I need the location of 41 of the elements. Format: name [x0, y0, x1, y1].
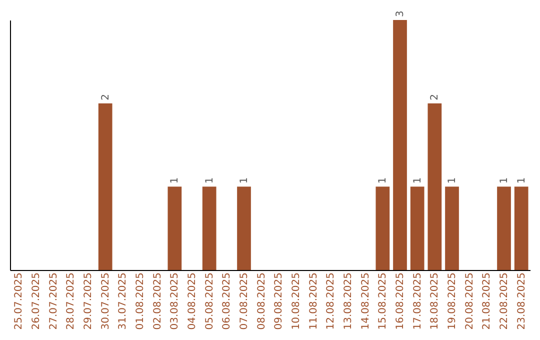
data-label: 1 — [170, 177, 181, 184]
x-tick-label: 12.08.2025 — [326, 272, 337, 330]
x-tick-label: 23.08.2025 — [516, 272, 528, 330]
x-tick-label: 30.07.2025 — [100, 272, 112, 330]
data-label: 1 — [447, 177, 458, 184]
x-tick-label: 29.07.2025 — [83, 272, 94, 330]
data-label: 1 — [516, 177, 528, 184]
x-tick-label: 31.07.2025 — [118, 272, 129, 330]
x-tick-label: 18.08.2025 — [430, 272, 441, 330]
x-tick-label: 10.08.2025 — [291, 272, 302, 330]
x-tick-label: 22.08.2025 — [499, 272, 510, 330]
x-tick-label: 09.08.2025 — [274, 272, 285, 330]
x-tick-label: 26.07.2025 — [31, 272, 42, 330]
x-tick-label: 19.08.2025 — [447, 272, 458, 330]
x-tick-label: 14.08.2025 — [360, 272, 372, 330]
x-tick-label: 25.07.2025 — [14, 272, 25, 330]
x-tick-label: 28.07.2025 — [66, 272, 77, 330]
x-tick-label: 13.08.2025 — [343, 272, 354, 330]
data-label: 1 — [239, 177, 250, 184]
data-label: 3 — [395, 10, 406, 17]
x-tick-label: 06.08.2025 — [222, 272, 233, 330]
x-tick-label: 05.08.2025 — [204, 272, 216, 330]
data-label: 1 — [499, 177, 510, 184]
x-tick-label: 16.08.2025 — [395, 272, 406, 330]
data-label: 1 — [204, 177, 216, 184]
x-tick-label: 02.08.2025 — [152, 272, 164, 330]
x-tick-label: 21.08.2025 — [482, 272, 493, 330]
x-tick-label: 20.08.2025 — [464, 272, 476, 330]
data-label: 1 — [412, 177, 424, 184]
data-label: 2 — [430, 94, 441, 100]
data-label: 2 — [100, 94, 112, 100]
x-tick-label: 07.08.2025 — [239, 272, 250, 330]
x-tick-label: 15.08.2025 — [378, 272, 389, 330]
x-tick-label: 04.08.2025 — [187, 272, 198, 330]
x-tick-label: 08.08.2025 — [256, 272, 268, 330]
data-label: 1 — [378, 177, 389, 184]
x-tick-label: 27.07.2025 — [48, 272, 60, 330]
x-tick-label: 11.08.2025 — [308, 272, 320, 330]
x-tick-label: 17.08.2025 — [412, 272, 424, 330]
x-tick-label: 01.08.2025 — [135, 272, 146, 330]
x-tick-label: 03.08.2025 — [170, 272, 181, 330]
